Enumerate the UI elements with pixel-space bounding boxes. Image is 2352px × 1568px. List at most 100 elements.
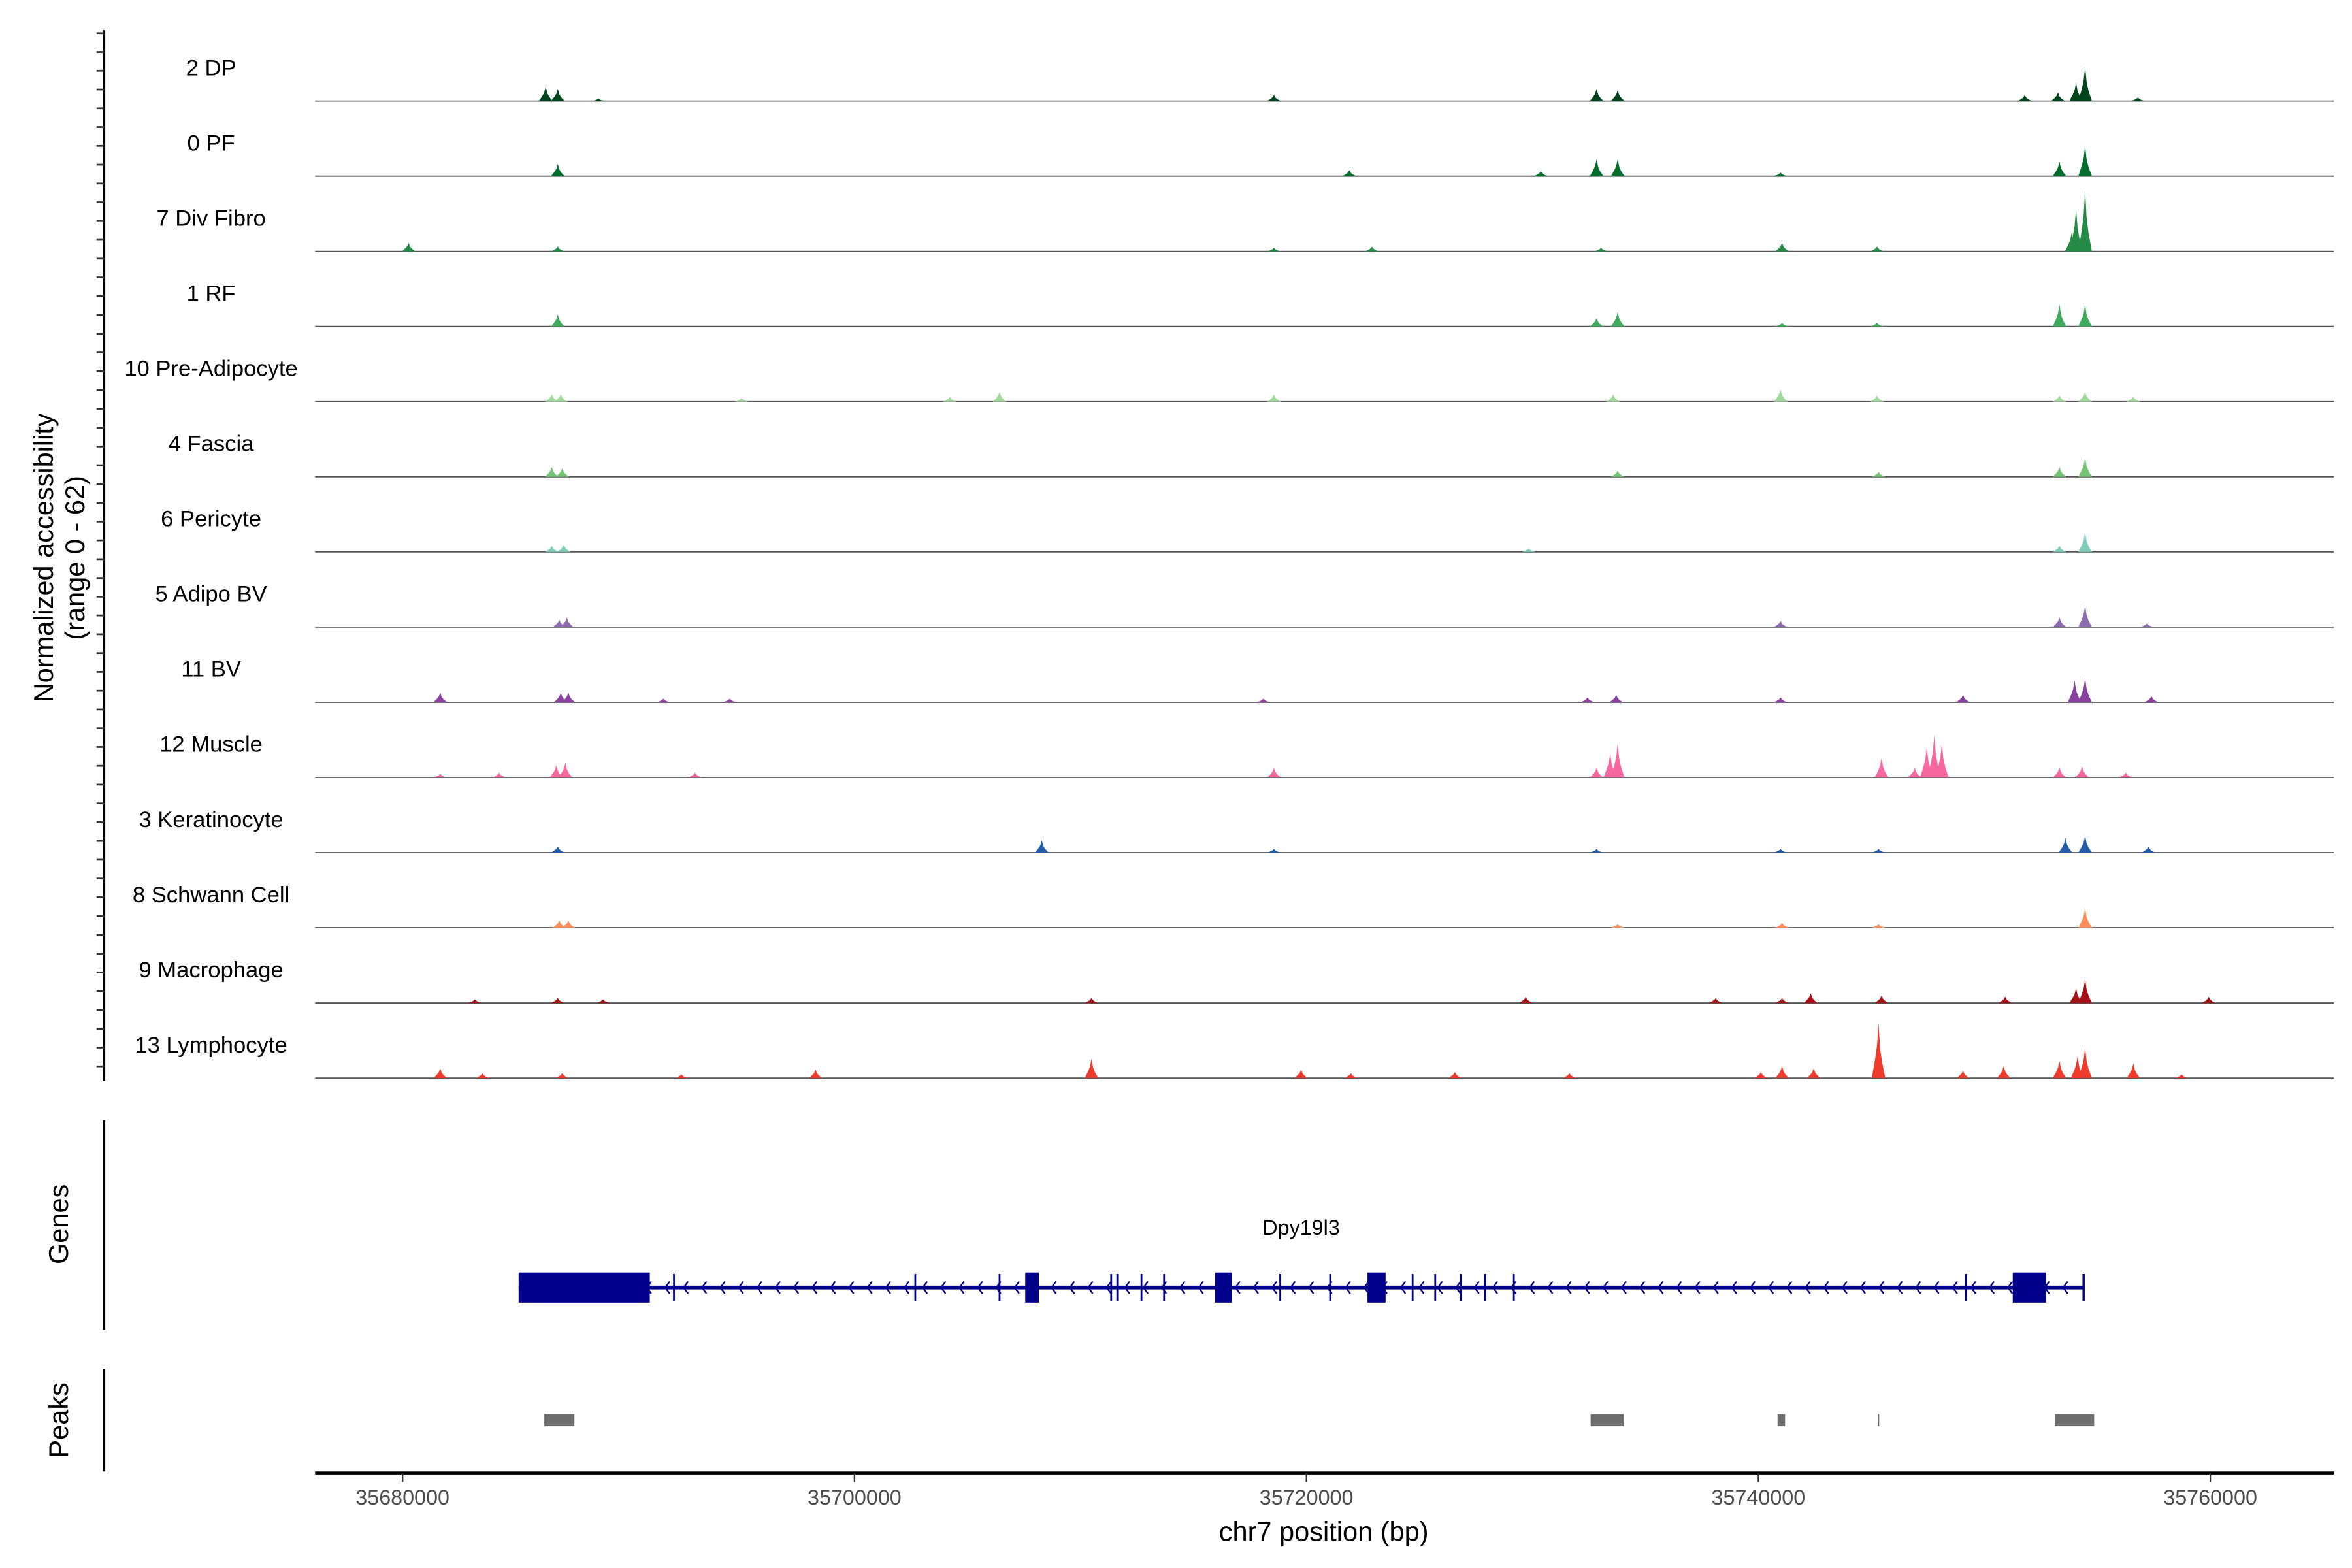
peak-regions — [544, 1414, 2095, 1427]
track-label: 1 RF — [187, 282, 236, 306]
strand-arrow — [1712, 1281, 1719, 1294]
track-label: 13 Lymphocyte — [135, 1033, 287, 1058]
coverage-peak — [1590, 89, 1604, 101]
coverage-peak — [1590, 849, 1604, 853]
peak-region — [1777, 1414, 1786, 1427]
track-9-macrophage: 9 Macrophage — [139, 958, 2334, 1004]
strand-arrow — [1620, 1281, 1627, 1294]
strand-arrow — [1087, 1281, 1094, 1294]
strand-arrow — [719, 1281, 726, 1294]
gene-model-dpy19l3 — [518, 1272, 2085, 1303]
track-label: 11 BV — [181, 657, 241, 682]
strand-arrow — [1749, 1281, 1756, 1294]
coverage-peak — [1256, 698, 1271, 702]
strand-arrow — [1694, 1281, 1701, 1294]
track-label: 7 Div Fibro — [156, 206, 265, 231]
coverage-peak — [561, 920, 576, 928]
peak-region — [1877, 1414, 1880, 1427]
coverage-peak — [1927, 734, 1942, 777]
coverage-peak — [2052, 304, 2066, 327]
coverage-peak — [1997, 1066, 2011, 1079]
peaks-label: Peaks — [43, 1382, 74, 1458]
track-0-pf: 0 PF — [188, 131, 2334, 177]
track-7-div-fibro: 7 Div Fibro — [156, 190, 2334, 252]
track-label: 10 Pre-Adipocyte — [124, 357, 298, 382]
coverage-peak — [2078, 146, 2092, 176]
coverage-peak — [557, 544, 571, 552]
coverage-peak — [555, 1073, 570, 1079]
coverage-peak — [1775, 323, 1789, 327]
coverage-peak — [1773, 172, 1788, 176]
coverage-peak — [2119, 772, 2133, 777]
coverage-peak — [549, 765, 563, 777]
coverage-peak — [1874, 995, 1889, 1004]
coverage-peak — [545, 546, 559, 552]
coverage-peak — [1609, 694, 1624, 702]
peak-region — [544, 1414, 575, 1427]
track-6-pericyte: 6 Pericyte — [161, 507, 2334, 553]
coverage-peak — [1773, 849, 1788, 853]
y-axis-subtitle: (range 0 - 62) — [59, 476, 90, 640]
coverage-peak — [1908, 768, 1922, 777]
strand-arrow — [958, 1281, 965, 1294]
coverage-peak — [1708, 998, 1723, 1004]
coverage-peak — [1035, 840, 1049, 853]
coverage-peak — [2126, 397, 2140, 402]
coverage-peak — [2075, 766, 2089, 777]
coverage-peak — [2078, 835, 2092, 853]
coverage-peak — [1448, 1071, 1462, 1079]
coverage-peak — [2059, 838, 2072, 853]
coverage-peak — [1956, 1070, 1970, 1079]
coverage-peak — [2131, 97, 2145, 101]
coverage-peak — [1610, 312, 1625, 327]
strand-arrow — [2006, 1281, 2014, 1294]
coverage-peak — [1610, 470, 1625, 477]
coverage-peak — [1610, 743, 1625, 777]
strand-arrow — [1234, 1281, 1241, 1294]
track-3-keratinocyte: 3 Keratinocyte — [139, 808, 2334, 853]
coverage-peak — [1590, 318, 1604, 327]
strand-arrow — [1492, 1281, 1498, 1294]
coverage-peak — [551, 314, 565, 327]
coverage-peak — [2052, 617, 2066, 627]
coverage-peak — [1610, 924, 1625, 928]
coverage-peak — [1804, 993, 1818, 1004]
strand-arrow — [921, 1281, 928, 1294]
coverage-peak — [596, 999, 610, 1004]
strand-arrow — [792, 1281, 800, 1294]
track-label: 0 PF — [188, 131, 235, 155]
coverage-peak — [538, 86, 553, 101]
strand-arrow — [1105, 1281, 1112, 1294]
strand-arrow — [885, 1281, 891, 1294]
track-12-muscle: 12 Muscle — [159, 732, 2334, 778]
coverage-peak — [402, 242, 416, 252]
coverage-peak — [2051, 92, 2065, 101]
coverage-peak — [992, 391, 1007, 402]
strand-arrow — [738, 1281, 744, 1294]
coverage-peak — [1594, 248, 1609, 252]
coverage-peak — [723, 698, 737, 702]
coverage-peak — [1773, 621, 1788, 627]
coverage-peak — [1267, 248, 1281, 252]
coverage-peak — [551, 89, 565, 101]
strand-arrow — [903, 1281, 909, 1294]
x-axis-title: chr7 position (bp) — [1219, 1516, 1429, 1546]
coverage-peak — [1870, 323, 1884, 327]
coverage-peak — [1870, 246, 1884, 252]
coverage-peak — [552, 920, 566, 928]
strand-arrow — [1437, 1281, 1443, 1294]
track-5-adipo-bv: 5 Adipo BV — [155, 582, 2334, 628]
coverage-peak — [2069, 988, 2083, 1004]
coverage-peak — [1267, 95, 1281, 101]
coverage-peak — [1773, 389, 1788, 402]
strand-arrow — [1565, 1281, 1572, 1294]
gene-name: Dpy19l3 — [1262, 1216, 1340, 1239]
coverage-peak — [1562, 1073, 1576, 1079]
track-label: 3 Keratinocyte — [139, 808, 283, 832]
strand-arrow — [1786, 1281, 1793, 1294]
track-8-schwann-cell: 8 Schwann Cell — [133, 883, 2334, 928]
strand-arrow — [940, 1281, 947, 1294]
coverage-peak — [734, 398, 749, 402]
strand-arrow — [774, 1281, 781, 1294]
